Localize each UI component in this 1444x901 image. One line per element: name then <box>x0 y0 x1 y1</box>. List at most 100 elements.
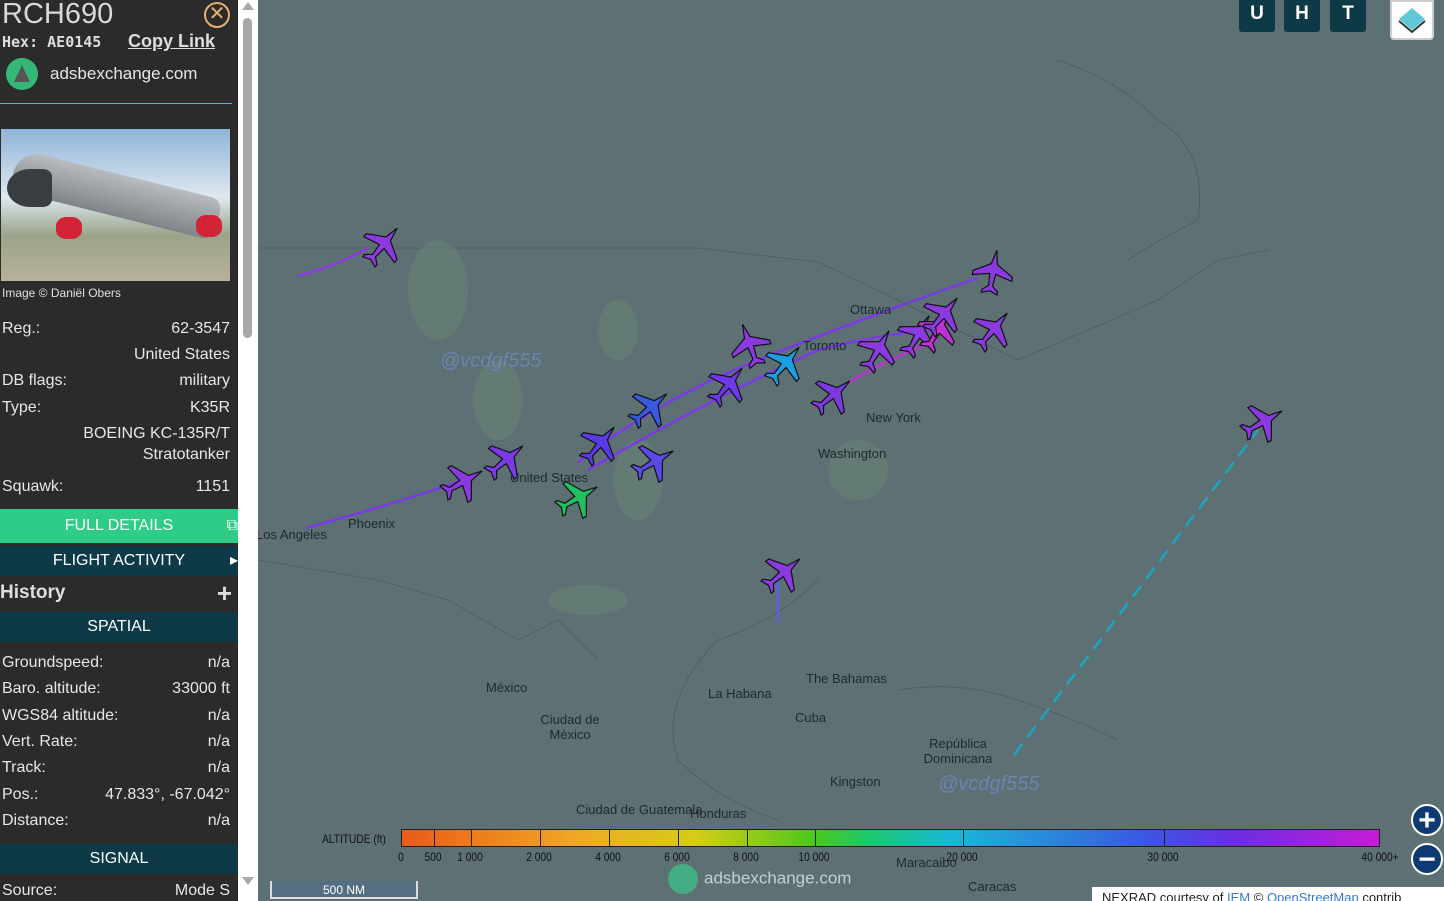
type-row: Type: K35R <box>2 399 230 417</box>
spatial-header: SPATIAL <box>0 612 238 642</box>
watermark: @vcdgf555 <box>938 773 1040 795</box>
aircraft-marker-icon[interactable] <box>724 317 777 372</box>
close-icon[interactable]: ✕ <box>204 2 230 28</box>
altitude-tick-label: 40 000+ <box>1361 850 1399 864</box>
type-label: Type: <box>2 399 42 416</box>
spatial-label: Distance: <box>2 811 69 829</box>
db-flags-label: DB flags: <box>2 372 67 389</box>
scale-bar: 500 NM <box>270 881 418 899</box>
squawk-value: 1151 <box>195 478 230 495</box>
aircraft-marker-icon[interactable] <box>476 431 535 490</box>
attribution-text: NEXRAD courtesy of <box>1102 890 1227 901</box>
altitude-tick-label: 4 000 <box>594 850 621 864</box>
spatial-value: 33000 ft <box>172 680 230 698</box>
aircraft-marker-icon[interactable] <box>850 321 907 379</box>
attribution: NEXRAD courtesy of IEM © OpenStreetMap c… <box>1092 887 1444 901</box>
history-section-toggle[interactable]: History + <box>0 578 238 610</box>
zoom-in-button[interactable]: + <box>1411 804 1443 836</box>
altitude-tick <box>962 830 964 846</box>
watermark: @vcdgf555 <box>440 350 542 372</box>
spatial-label: Vert. Rate: <box>2 732 78 750</box>
altitude-tick <box>746 830 748 846</box>
aircraft-marker-icon[interactable] <box>354 215 413 274</box>
scroll-thumb[interactable] <box>243 18 252 338</box>
city-label: Ottawa <box>850 302 892 317</box>
aircraft-marker-icon[interactable] <box>434 454 492 511</box>
external-link-icon: ⧉ <box>226 517 238 534</box>
aircraft-marker-icon[interactable] <box>756 334 815 393</box>
iem-link[interactable]: IEM <box>1227 890 1251 901</box>
spatial-label: Groundspeed: <box>2 654 104 671</box>
aircraft-marker-icon[interactable] <box>699 355 758 414</box>
copy-link[interactable]: Copy Link <box>128 31 216 51</box>
aircraft-marker-icon[interactable] <box>969 247 1016 297</box>
zoom-out-button[interactable]: − <box>1411 843 1443 875</box>
aircraft-marker-icon[interactable] <box>964 300 1023 359</box>
spatial-row: Pos.: 47.833°, -67.042° <box>2 786 230 804</box>
type-name-1: BOEING KC-135R/T <box>83 425 230 442</box>
altitude-tick <box>815 830 817 846</box>
adsbexchange-logo-icon <box>6 58 38 90</box>
altitude-tick <box>470 830 472 846</box>
aircraft-marker-icon[interactable] <box>1234 394 1292 451</box>
scroll-up-icon[interactable] <box>242 2 254 10</box>
altitude-tick-label: 6 000 <box>664 850 690 864</box>
city-label: Los Angeles <box>258 527 327 542</box>
altitude-tick <box>678 830 680 846</box>
aircraft-photo[interactable] <box>1 129 230 281</box>
spatial-value: 47.833°, -67.042° <box>105 785 230 803</box>
toggle-h-button[interactable]: H <box>1284 0 1320 32</box>
spatial-row: Baro. altitude: 33000 ft <box>2 680 230 698</box>
altitude-color-bar <box>401 829 1380 847</box>
map-view[interactable]: Ottawa Toronto New York Washington United St… <box>258 0 1444 901</box>
aircraft-marker-icon[interactable] <box>549 470 607 527</box>
spatial-label: Track: <box>2 759 46 777</box>
layers-button[interactable] <box>1390 0 1434 40</box>
flight-track <box>305 476 469 530</box>
toggle-t-button[interactable]: T <box>1330 0 1366 32</box>
squawk-row: Squawk: 1151 <box>2 478 230 496</box>
altitude-tick-label: 10 000 <box>798 850 830 864</box>
reg-label: Reg.: <box>2 320 41 337</box>
city-label: Ciudad de México <box>540 712 600 742</box>
aircraft-marker-icon[interactable] <box>571 414 630 473</box>
adsbexchange-logo-icon <box>668 864 698 894</box>
source-site-link[interactable]: adsbexchange.com <box>50 64 198 83</box>
altitude-tick <box>434 830 436 846</box>
brand-text: adsbexchange.com <box>704 868 852 888</box>
city-label: United States <box>510 470 589 485</box>
db-flags-value: military <box>179 372 230 389</box>
osm-link[interactable]: OpenStreetMap <box>1266 890 1359 901</box>
aircraft-marker-icon[interactable] <box>753 544 812 603</box>
squawk-label: Squawk: <box>2 478 64 495</box>
aircraft-marker-icon[interactable] <box>625 434 683 491</box>
altitude-legend-title: ALTITUDE (ft) <box>322 832 386 846</box>
city-label: Ciudad de Guatemala <box>576 802 703 817</box>
spatial-label: WGS84 altitude: <box>2 706 119 724</box>
spatial-row: Distance: n/a <box>2 812 230 830</box>
altitude-tick-label: 1 000 <box>456 850 483 864</box>
toggle-u-button[interactable]: U <box>1239 0 1275 32</box>
spatial-value: n/a <box>207 811 230 829</box>
type-value: K35R <box>189 399 230 416</box>
city-label: Toronto <box>803 338 847 353</box>
aircraft-marker-icon[interactable] <box>914 285 973 344</box>
spatial-row: Groundspeed: n/a <box>2 654 230 672</box>
altitude-tick-label: 0 <box>398 850 404 864</box>
aircraft-marker-icon[interactable] <box>803 366 862 425</box>
scroll-down-icon[interactable] <box>242 877 254 885</box>
altitude-tick-label: 8 000 <box>732 850 759 864</box>
hex-value: AE0145 <box>47 33 102 51</box>
full-details-button[interactable]: FULL DETAILS ⧉ <box>0 509 238 543</box>
map-canvas[interactable] <box>258 0 1444 901</box>
chevron-right-icon: ▸ <box>229 552 238 569</box>
brand-watermark: adsbexchange.com <box>668 864 851 894</box>
aircraft-info-panel: RCH690 ✕ Hex: AE0145 Copy Link adsbexcha… <box>0 0 238 901</box>
sidebar-scrollbar[interactable] <box>238 0 258 901</box>
aircraft-marker-icon[interactable] <box>620 379 679 438</box>
flight-activity-button[interactable]: FLIGHT ACTIVITY ▸ <box>0 546 238 576</box>
plus-icon[interactable]: + <box>216 578 232 608</box>
source-row: Source: Mode S <box>2 882 230 900</box>
callsign: RCH690 <box>2 0 114 30</box>
layers-icon <box>1398 8 1426 34</box>
